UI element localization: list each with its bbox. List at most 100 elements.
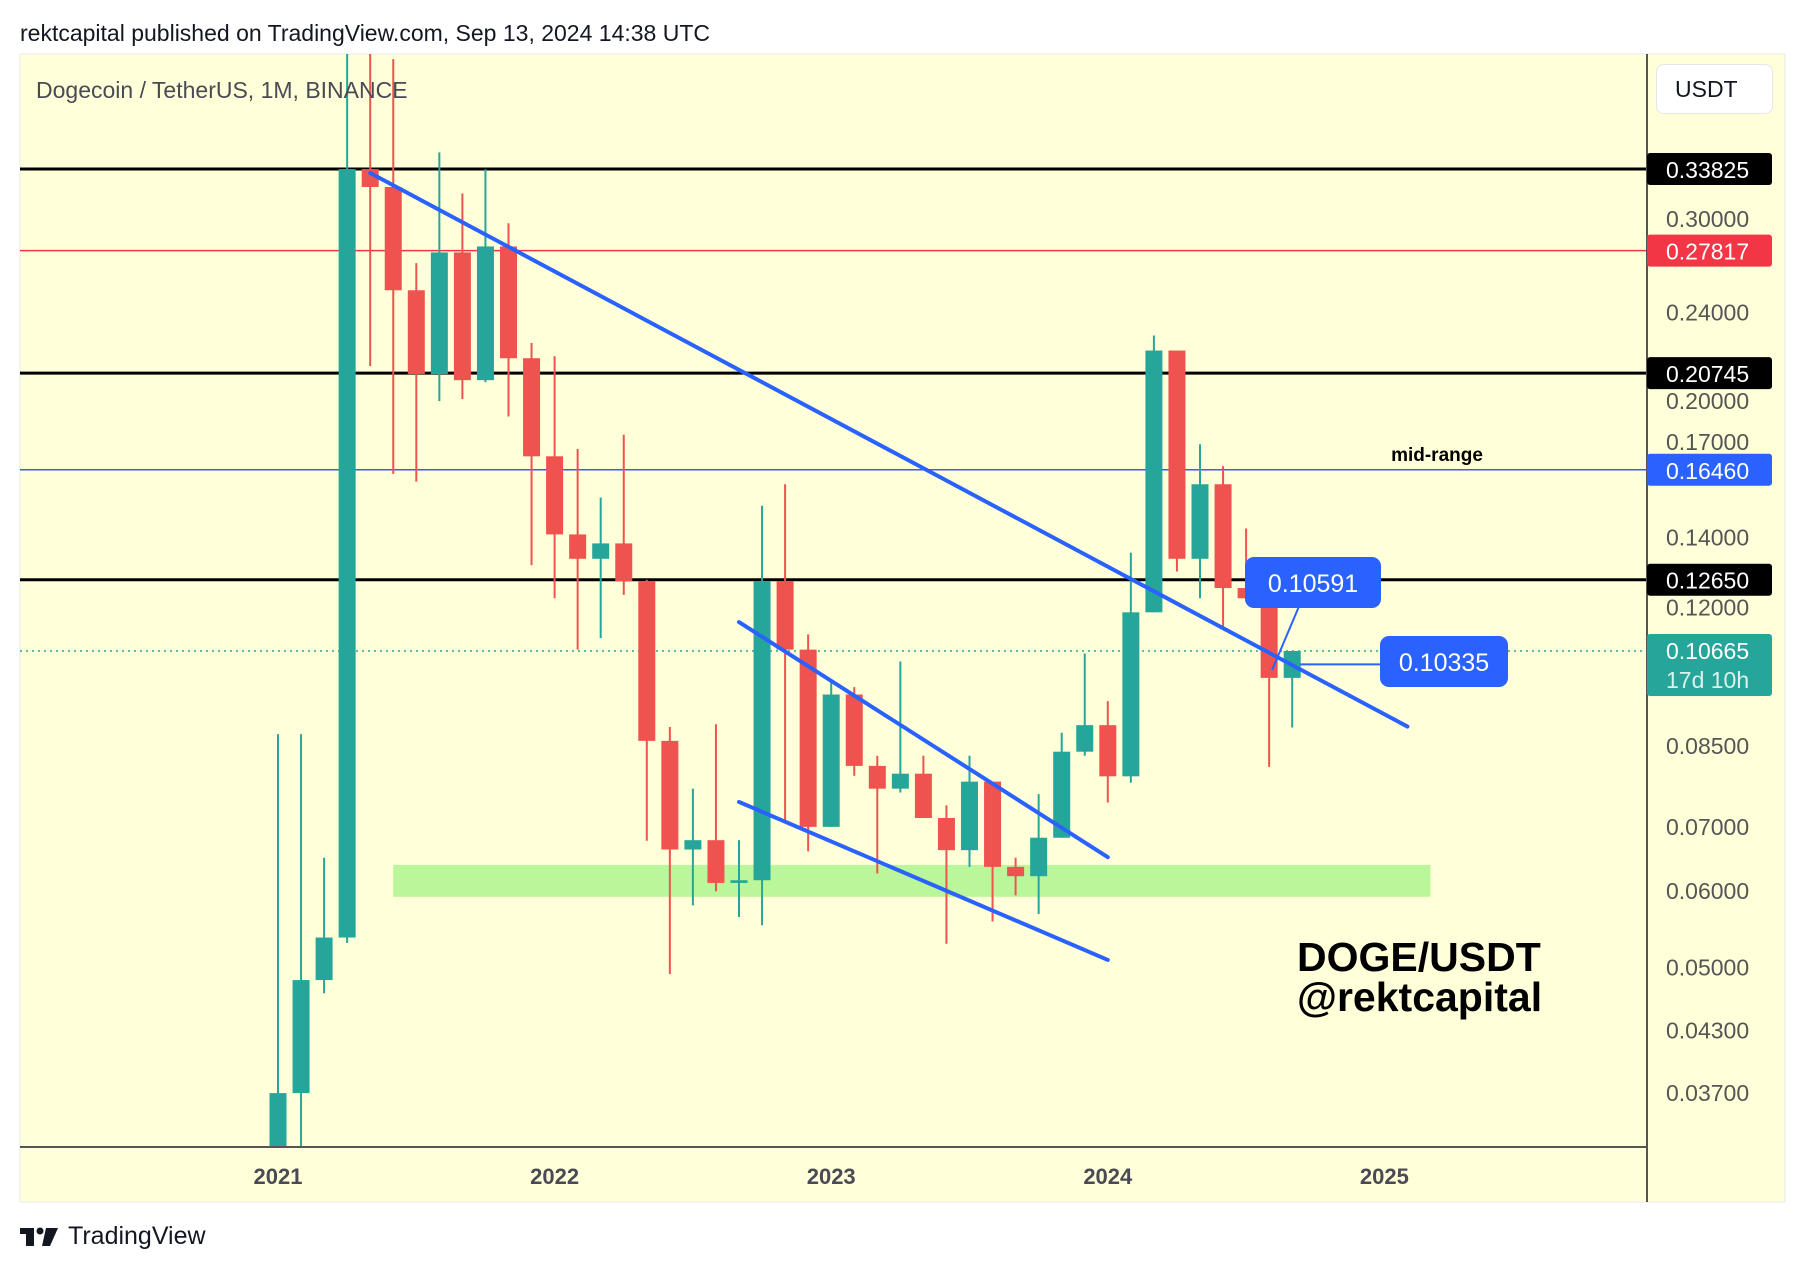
candle [592, 497, 610, 639]
candle-body [500, 246, 517, 359]
level-price-label [1647, 563, 1772, 596]
candle-body [1214, 484, 1232, 589]
x-tick-label: 2021 [254, 1164, 303, 1189]
y-tick-label: 0.30000 [1666, 206, 1749, 232]
tradingview-logo[interactable]: TradingView [20, 1222, 206, 1251]
candle-body [1099, 725, 1117, 777]
candle [822, 681, 840, 827]
candle-body [753, 581, 771, 881]
callout-label: 0.10591 [1268, 570, 1358, 598]
candle-body [730, 880, 748, 883]
candle [476, 169, 494, 383]
y-tick-label: 0.07000 [1666, 814, 1749, 840]
candle [615, 434, 633, 595]
tradingview-brand: TradingView [68, 1222, 206, 1250]
candle-body [961, 781, 978, 851]
callout-label: 0.10335 [1399, 649, 1489, 677]
publish-header: rektcapital published on TradingView.com… [20, 20, 710, 46]
candle-body [315, 937, 333, 981]
y-tick-label: 0.12000 [1666, 595, 1749, 621]
y-tick-label: 0.04300 [1666, 1017, 1749, 1043]
candle [269, 734, 287, 1147]
candle [292, 734, 310, 1147]
x-tick-label: 2022 [530, 1164, 579, 1189]
candle [1214, 466, 1232, 627]
trendline [368, 171, 1410, 729]
candle-body [799, 649, 817, 827]
level-price-text: 0.20745 [1666, 361, 1749, 387]
last-price-label [1647, 634, 1772, 697]
y-tick-label: 0.06000 [1666, 878, 1749, 904]
candle [453, 193, 471, 400]
candle [338, 54, 356, 944]
candle [500, 223, 517, 417]
callout-connector [1271, 603, 1301, 671]
candle [661, 727, 679, 975]
candle-body [937, 817, 955, 851]
candle [684, 788, 702, 906]
candle [937, 805, 955, 944]
candle [868, 755, 886, 874]
candle-body [453, 252, 471, 381]
candle-body [1191, 484, 1209, 559]
candle [984, 781, 1002, 922]
candle-body [1053, 751, 1071, 838]
candle [845, 687, 863, 776]
candle-body [684, 840, 702, 850]
candle [753, 505, 771, 926]
y-tick-label: 0.14000 [1666, 524, 1749, 550]
x-tick-label: 2024 [1083, 1164, 1133, 1189]
candle [1007, 857, 1025, 896]
candle [1145, 335, 1163, 613]
trendline [737, 799, 1110, 962]
level-price-label [1647, 153, 1772, 185]
candle [961, 755, 978, 867]
tradingview-logo-icon [20, 1227, 58, 1246]
candle-body [615, 543, 633, 582]
candle [315, 857, 333, 994]
candle-body [1168, 350, 1186, 559]
candle-body [592, 543, 610, 559]
chart-title: Dogecoin / TetherUS, 1M, BINANCE [36, 77, 408, 103]
y-tick-label: 0.03700 [1666, 1080, 1749, 1106]
candle [1099, 701, 1117, 803]
currency-button[interactable]: USDT [1656, 64, 1773, 114]
candle-body [868, 765, 886, 789]
candle-body [1122, 612, 1140, 777]
candle [730, 840, 748, 918]
last-price-text: 0.10665 [1666, 638, 1749, 664]
candle [1122, 552, 1140, 783]
y-tick-label: 0.24000 [1666, 299, 1749, 325]
candle [1191, 444, 1209, 599]
y-tick-label: 0.20000 [1666, 388, 1749, 414]
level-price-text: 0.16460 [1666, 458, 1749, 484]
watermark-line-1: DOGE/USDT [1297, 934, 1541, 980]
candle [1168, 350, 1186, 572]
candle-body [822, 694, 840, 827]
candle-body [776, 581, 794, 650]
level-price-text: 0.27817 [1666, 239, 1749, 265]
y-tick-label: 0.05000 [1666, 954, 1749, 980]
candle-body [407, 290, 425, 375]
candle-body [707, 840, 725, 883]
candle-body [569, 534, 587, 559]
callout-box [1245, 557, 1381, 608]
candle-body [984, 781, 1002, 867]
candle [569, 448, 587, 650]
x-tick-label: 2023 [807, 1164, 856, 1189]
candle [638, 579, 656, 841]
level-price-label [1647, 453, 1772, 486]
candle [430, 152, 448, 402]
callout-box [1380, 636, 1508, 687]
candle-body [430, 252, 448, 375]
y-tick-label: 0.08500 [1666, 733, 1749, 759]
candle-body [269, 1093, 287, 1147]
candle [1076, 653, 1094, 756]
candle-body [1260, 598, 1278, 678]
support-zone [393, 864, 1431, 897]
level-price-label [1647, 234, 1772, 267]
candle [523, 342, 541, 566]
watermark-line-2: @rektcapital [1297, 974, 1542, 1020]
candle-body [384, 186, 402, 291]
